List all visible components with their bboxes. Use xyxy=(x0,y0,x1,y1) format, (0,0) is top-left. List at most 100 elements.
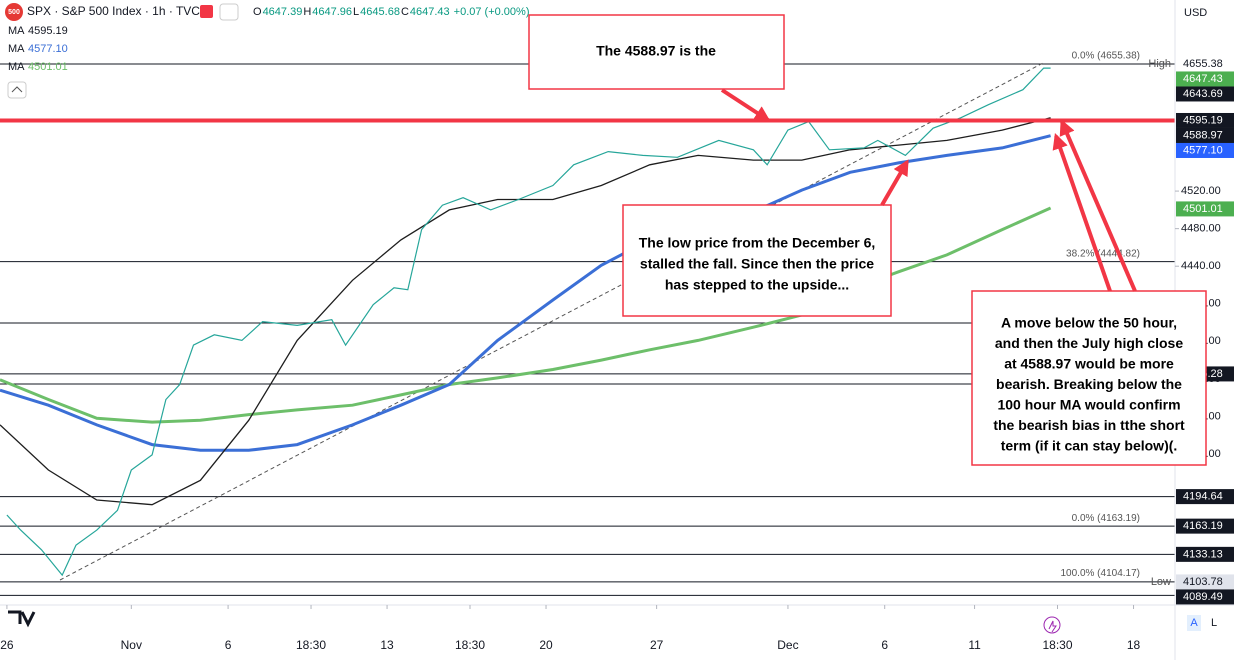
auto-button[interactable] xyxy=(1187,615,1201,631)
x-tick-label: 13 xyxy=(380,638,394,652)
annotation-text: and then the July high close xyxy=(995,335,1183,351)
x-tick-label: 18:30 xyxy=(455,638,485,652)
x-tick-label: 11 xyxy=(968,638,981,652)
price-label: 4163.19 xyxy=(1183,520,1223,532)
auto-label: A xyxy=(1190,617,1198,629)
arrow xyxy=(880,159,909,207)
series-line xyxy=(0,134,1051,452)
ohlc-value: 4647.39 xyxy=(263,6,303,18)
x-tick-label: 26 xyxy=(0,638,14,652)
price-axis: 4240.004280.004320.004360.004400.004440.… xyxy=(1148,56,1234,605)
price-label: 4643.69 xyxy=(1183,88,1223,100)
price-label-box xyxy=(1176,518,1234,534)
annotation-text: A move below the 50 hour, xyxy=(1001,315,1177,331)
price-label-box xyxy=(1176,86,1234,102)
x-tick-label: 18:30 xyxy=(296,638,326,652)
brand-mark xyxy=(8,610,36,628)
arrow xyxy=(1052,132,1112,292)
legend-name: MA xyxy=(8,43,25,55)
annotation-text: term (if it can stay below)(. xyxy=(1001,438,1178,454)
legend-value: 4501.01 xyxy=(28,61,68,73)
log-label[interactable]: L xyxy=(1211,617,1217,629)
price-label-box xyxy=(1176,127,1234,143)
x-tick-label: 6 xyxy=(881,638,888,652)
toggle-button[interactable] xyxy=(219,3,239,21)
annotation-text: stalled the fall. Since then the price xyxy=(640,256,874,272)
legend-name: MA xyxy=(8,61,25,73)
fib-label: 100.0% (4104.17) xyxy=(1060,568,1140,579)
collapse-button[interactable] xyxy=(7,81,27,99)
price-label: 4647.43 xyxy=(1183,73,1223,85)
ohlc-value: 4647.96 xyxy=(312,6,352,18)
trend-line xyxy=(59,61,1046,581)
x-tick-label: 6 xyxy=(225,638,232,652)
price-label: 4133.13 xyxy=(1183,548,1223,560)
time-axis: 26 Nov 6 18:30 13 18:30 20 27 Dec 6 11 18:30 18 xyxy=(0,605,1141,652)
price-label: 4089.49 xyxy=(1183,591,1223,603)
price-label-box xyxy=(1176,142,1234,158)
legend-value: 4595.19 xyxy=(28,25,68,37)
fib-label: 0.0% (4163.19) xyxy=(1072,513,1140,524)
ohlc-value: 4645.68 xyxy=(360,6,400,18)
price-label: 4194.64 xyxy=(1183,491,1223,503)
price-label-box xyxy=(1176,574,1234,590)
x-tick-label: Nov xyxy=(121,638,142,652)
logo xyxy=(5,3,23,21)
ohlc-key: H xyxy=(303,6,311,18)
x-tick-label: 18:30 xyxy=(1042,638,1072,652)
annotation-text: the bearish bias in tthe short xyxy=(993,417,1185,433)
price-tag: High xyxy=(1148,58,1171,70)
x-tick-label: 27 xyxy=(650,638,664,652)
annotation-text: 100 hour MA would confirm xyxy=(997,397,1180,413)
annotation-text: The 4588.97 is the xyxy=(596,43,716,59)
currency[interactable]: USD xyxy=(1184,7,1207,19)
annotation-box xyxy=(528,14,785,90)
arrow xyxy=(720,88,771,122)
annotation-box xyxy=(622,204,892,317)
annotation-text: The low price from the December 6, xyxy=(639,235,876,251)
annotation-box xyxy=(971,290,1207,466)
y-tick-label: 4440.00 xyxy=(1181,260,1221,272)
price-label-box xyxy=(1176,201,1234,217)
ohlc: O 4647.39 H 4647.96 L 4645.68 C 4647.43 +0.07 (+… xyxy=(253,6,530,18)
price-label-box xyxy=(1176,112,1234,128)
x-tick-label: 18 xyxy=(1127,638,1141,652)
price-label-box xyxy=(1176,546,1234,562)
price-label: 4501.01 xyxy=(1183,203,1223,215)
legend-name: MA xyxy=(8,25,25,37)
ohlc-change: +0.07 (+0.00%) xyxy=(454,6,530,18)
price-label: 4588.97 xyxy=(1183,129,1223,141)
symbol[interactable]: SPX · S&P 500 Index · 1h · TVC xyxy=(27,4,200,18)
price-label: 4595.19 xyxy=(1183,114,1223,126)
legend-value: 4577.10 xyxy=(28,43,68,55)
series-line xyxy=(6,67,1051,577)
price-label-box xyxy=(1176,56,1234,72)
price-label: 4577.10 xyxy=(1183,144,1223,156)
y-tick-label: 4480.00 xyxy=(1181,223,1221,235)
price-tag: Low xyxy=(1151,576,1171,588)
annotation-text: has stepped to the upside... xyxy=(665,277,849,293)
ohlc-key: O xyxy=(253,6,262,18)
price-label-box xyxy=(1176,589,1234,605)
flag-button[interactable] xyxy=(200,5,213,18)
price-label: 4103.78 xyxy=(1183,576,1223,588)
event-icon-glyph xyxy=(1048,620,1057,633)
arrows xyxy=(720,88,1137,292)
levels xyxy=(0,63,1175,596)
price-label-box xyxy=(1176,489,1234,505)
fib-labels: 0.0% (4655.38) 38.2% (4444.82) 0.0% (4163.… xyxy=(1060,51,1140,580)
fib-label: 0.0% (4655.38) xyxy=(1072,51,1140,62)
annotations: The 4588.97 is the The low price from the… xyxy=(528,14,1207,466)
series-line xyxy=(0,117,1051,506)
event-icon[interactable] xyxy=(1043,616,1061,634)
price-label: 4655.38 xyxy=(1183,58,1223,70)
ohlc-key: C xyxy=(401,6,409,18)
x-tick-label: Dec xyxy=(777,638,798,652)
price-label-box xyxy=(1176,71,1234,87)
fib-label: 38.2% (4444.82) xyxy=(1066,248,1140,259)
annotation-text: at 4588.97 would be more xyxy=(1004,356,1174,372)
y-tick-label: 4520.00 xyxy=(1181,185,1221,197)
annotation-text: bearish. Breaking below the xyxy=(996,376,1182,392)
